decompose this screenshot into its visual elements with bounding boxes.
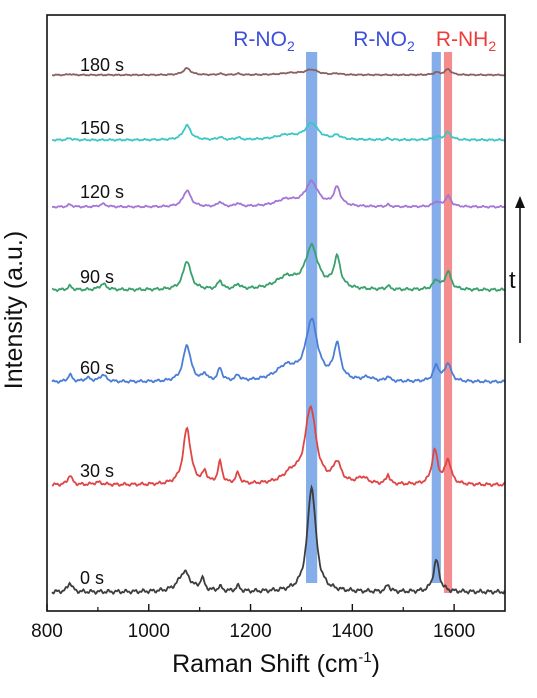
trace-label-90s: 90 s — [80, 267, 114, 287]
x-tick-label-1000: 1000 — [128, 621, 170, 642]
spectrum-line-120s — [51, 179, 506, 209]
plot-frame — [46, 14, 506, 612]
spectrum-line-0s — [51, 484, 506, 596]
trace-label-group: 0 s 30 s 60 s 90 s 120 s 150 s 180 s — [80, 55, 124, 588]
highlight-band-2 — [431, 52, 441, 583]
highlight-band-3 — [443, 52, 453, 593]
highlight-band-1 — [306, 52, 318, 583]
trace-label-60s: 60 s — [80, 358, 114, 378]
time-arrow-label: t — [509, 267, 516, 294]
band-label-3: R-NH2 — [436, 28, 497, 54]
x-tick-label-1600: 1600 — [433, 621, 475, 642]
series-group — [51, 67, 506, 596]
spectrum-line-30s — [51, 404, 506, 488]
trace-label-180s: 180 s — [80, 55, 124, 75]
band-label-1: R-NO2 — [233, 28, 295, 54]
spectrum-line-180s — [51, 67, 506, 77]
y-axis-title: Intensity (a.u.) — [0, 231, 28, 389]
x-axis-title: Raman Shift (cm-1) — [172, 649, 380, 678]
band-group — [306, 52, 453, 593]
trace-label-120s: 120 s — [80, 182, 124, 202]
band-label-2: R-NO2 — [353, 28, 415, 54]
time-arrow: t — [509, 196, 525, 343]
spectrum-line-150s — [51, 121, 505, 142]
trace-label-150s: 150 s — [80, 118, 124, 138]
time-arrow-head — [515, 196, 525, 208]
band-label-group: R-NO2 R-NO2 R-NH2 — [233, 28, 496, 54]
trace-label-30s: 30 s — [80, 461, 114, 481]
spectrum-line-90s — [51, 242, 506, 293]
x-axis-ticks: 800 1000 1200 1400 1600 — [31, 604, 475, 642]
x-tick-label-1400: 1400 — [331, 621, 373, 642]
x-tick-label-800: 800 — [31, 621, 63, 642]
x-tick-label-1200: 1200 — [229, 621, 271, 642]
trace-label-0s: 0 s — [80, 568, 104, 588]
x-axis-title-superscript: -1 — [358, 649, 371, 666]
spectrum-line-60s — [51, 317, 506, 384]
